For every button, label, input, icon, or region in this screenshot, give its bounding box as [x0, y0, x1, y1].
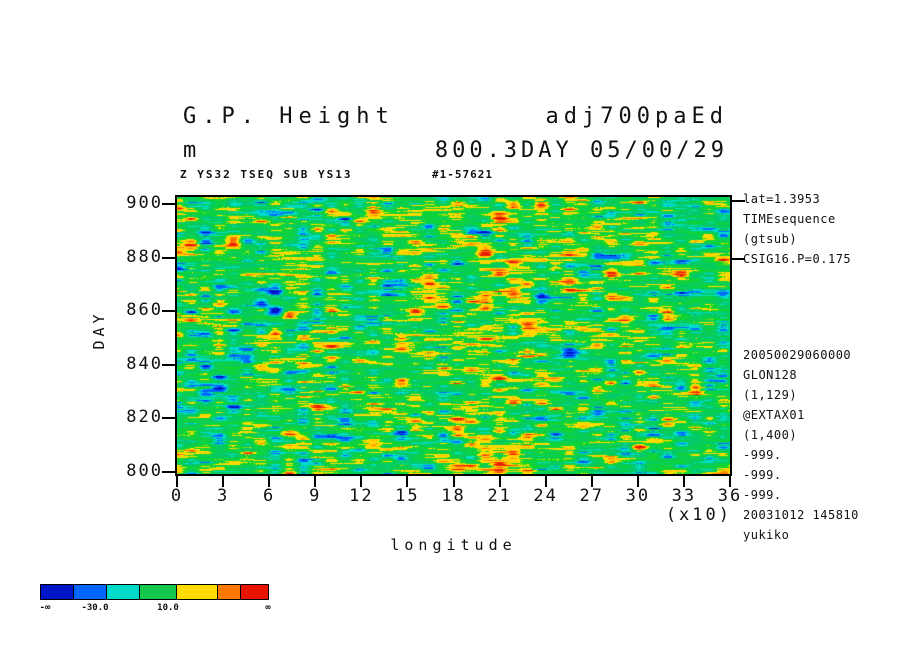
x-tick-label: 6 [263, 486, 276, 506]
annotation-line: 20031012 145810 [743, 508, 859, 522]
x-tick-label: 3 [216, 486, 230, 506]
annotation-line: GLON128 [743, 368, 798, 382]
x-axis-tick [406, 476, 409, 487]
colorbar-segment [217, 584, 241, 600]
x-tick-label: 33 [671, 486, 697, 506]
x-tick-label: 15 [395, 486, 420, 506]
annotation-line: lat=1.3953 [743, 192, 821, 206]
y-axis-tick [162, 471, 175, 473]
x-axis-title: longitude [390, 536, 517, 554]
annotation-line: TIMEsequence [743, 212, 836, 226]
x-tick-label: 27 [579, 486, 604, 506]
x-axis-tick [268, 476, 271, 487]
x-axis-tick [682, 476, 685, 487]
x-axis-tick [498, 476, 501, 487]
y-axis-title: DAY [90, 310, 108, 350]
x-tick-label: 21 [487, 486, 512, 506]
annotation-line: @EXTAX01 [743, 408, 805, 422]
colorbar-label: -∞ [39, 603, 51, 613]
x-axis-tick [452, 476, 455, 487]
y-tick-label: 820 [126, 407, 163, 428]
annotation-line: yukiko [743, 528, 790, 542]
colorbar: -∞ -30.0 10.0 ∞ [40, 584, 271, 613]
y-axis-tick [162, 203, 175, 205]
y-tick-label: 840 [126, 353, 163, 374]
y-axis-tick [162, 310, 175, 313]
x-axis-tick [729, 476, 731, 487]
colorbar-segment [139, 584, 177, 600]
annotation-line: (1,400) [743, 428, 798, 442]
annotation-line: -999. [743, 448, 782, 462]
annotation-line: (1,129) [743, 388, 798, 402]
meta-right: #1-57621 [432, 168, 493, 181]
annotation-line: (gtsub) [743, 232, 798, 246]
x-tick-label: 36 [717, 486, 743, 506]
y-axis-tick [162, 417, 175, 420]
x-axis-tick [360, 476, 363, 487]
units-label: m [183, 138, 202, 163]
x-axis-tick [222, 476, 225, 487]
colorbar-label: 10.0 [157, 603, 179, 613]
heatmap-canvas [175, 195, 732, 476]
annotation-line: CSIG16.P=0.175 [743, 252, 852, 266]
annotation-block-top: lat=1.3953 TIMEsequence (gtsub) CSIG16.P=0.… [743, 189, 851, 269]
x-tick-label: 12 [349, 486, 374, 506]
x-scale-note: (x10) [665, 505, 732, 525]
right-pointer-dash [732, 258, 745, 260]
x-axis-tick [590, 476, 593, 487]
colorbar-segment [176, 584, 218, 600]
x-tick-label: 9 [309, 486, 322, 506]
annotation-line: 20050029060000 [743, 348, 852, 362]
chart-title-right: adj700paEd [545, 104, 728, 129]
y-axis-tick [162, 363, 175, 366]
annotation-block-bottom: 20050029060000 GLON128 (1,129) @EXTAX01 (1,4… [743, 345, 859, 545]
annotation-line: -999. [743, 488, 782, 502]
x-axis-tick [636, 476, 639, 487]
meta-left: Z YS32 TSEQ SUB YS13 [180, 168, 353, 181]
x-axis-tick [314, 476, 317, 487]
colorbar-label: -30.0 [81, 603, 109, 613]
colorbar-segment [40, 584, 74, 600]
x-tick-label: 30 [625, 486, 651, 506]
colorbar-segment [73, 584, 107, 600]
colorbar-label: ∞ [265, 603, 271, 613]
chart-title: G.P. Height [183, 104, 395, 129]
right-pointer-dash [732, 200, 745, 202]
y-tick-label: 800 [126, 461, 163, 481]
heatmap-plot: DAY longitude (x10) lat=1.3953 TIMEsequen… [90, 192, 858, 554]
y-tick-label: 880 [126, 246, 163, 267]
x-axis-tick [176, 476, 178, 487]
colorbar-segment [106, 584, 140, 600]
colorbar-segment [240, 584, 269, 600]
x-axis-tick [544, 476, 547, 487]
x-tick-label: 0 [170, 486, 184, 506]
x-tick-label: 18 [441, 486, 466, 506]
annotation-line: -999. [743, 468, 782, 482]
y-axis-tick [162, 256, 175, 259]
x-tick-label: 24 [533, 486, 558, 506]
subtitle: 800.3DAY 05/00/29 [434, 138, 728, 163]
y-tick-label: 900 [126, 193, 163, 213]
y-tick-label: 860 [126, 300, 163, 321]
